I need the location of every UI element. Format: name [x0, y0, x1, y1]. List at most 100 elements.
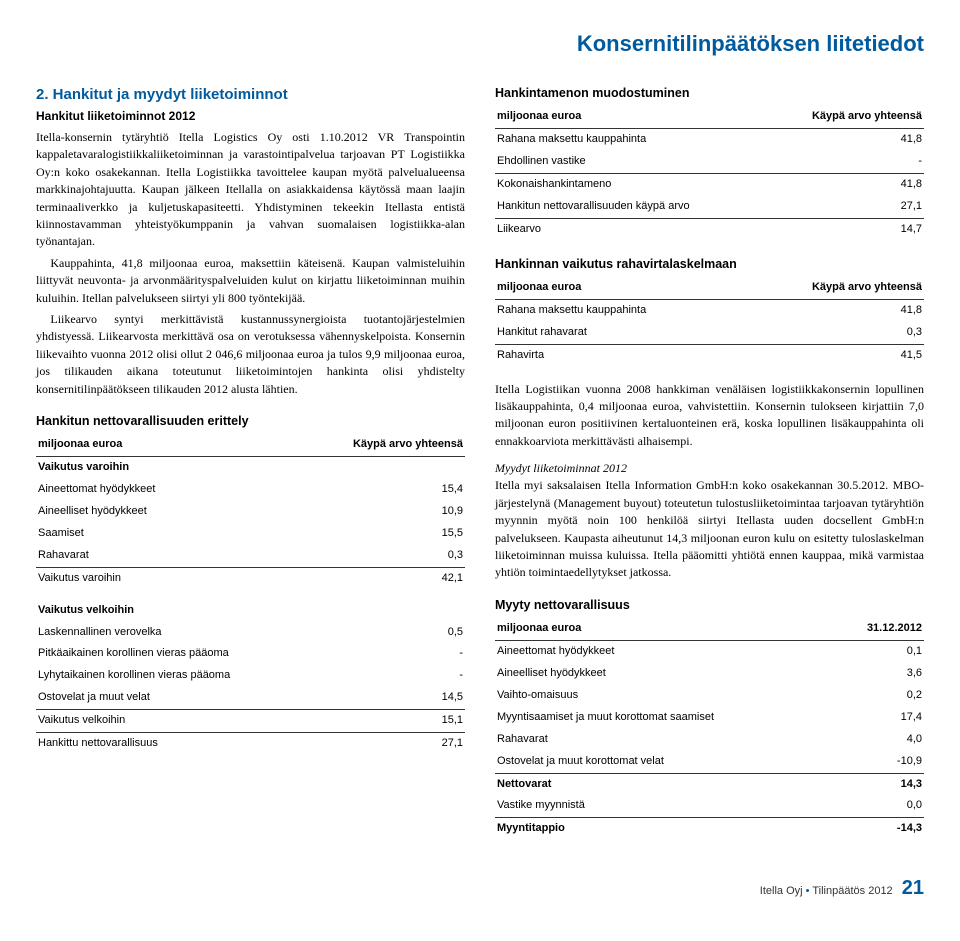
- row-label: Kokonaishankintameno: [495, 173, 767, 195]
- row-value: 10,9: [307, 501, 465, 523]
- row-label: Pitkäaikainen korollinen vieras pääoma: [36, 643, 307, 665]
- row-label: Rahana maksettu kauppahinta: [495, 128, 767, 150]
- row-label: Aineettomat hyödykkeet: [36, 479, 307, 501]
- table-row: Aineettomat hyödykkeet15,4: [36, 479, 465, 501]
- row-value: 17,4: [834, 707, 924, 729]
- row-label: Nettovarat: [495, 773, 834, 795]
- row-value: 0,1: [834, 640, 924, 662]
- row-label: Myyntisaamiset ja muut korottomat saamis…: [495, 707, 834, 729]
- row-label: Ostovelat ja muut velat: [36, 687, 307, 709]
- table-row: Rahavarat0,3: [36, 545, 465, 567]
- footer-separator: •: [806, 885, 810, 897]
- table-row: Nettovarat14,3: [495, 773, 924, 795]
- col-header: 31.12.2012: [834, 618, 924, 640]
- row-value: -14,3: [834, 818, 924, 840]
- row-label: Lyhytaikainen korollinen vieras pääoma: [36, 665, 307, 687]
- row-label: Ehdollinen vastike: [495, 151, 767, 173]
- sold-ops-heading: Myydyt liiketoiminnat 2012: [495, 461, 627, 475]
- table-row: Laskennallinen verovelka0,5: [36, 622, 465, 644]
- col-header: miljoonaa euroa: [495, 106, 767, 128]
- table-net-assets-breakdown: miljoonaa euroa Käypä arvo yhteensä Vaik…: [36, 434, 465, 755]
- body-text-right-2: Myydyt liiketoiminnat 2012 Itella myi sa…: [495, 460, 924, 582]
- row-value: 0,3: [741, 322, 924, 344]
- row-label: Vaikutus velkoihin: [36, 710, 307, 733]
- row-value: -: [307, 665, 465, 687]
- row-value: 27,1: [767, 196, 925, 218]
- row-label: Rahavirta: [495, 344, 741, 366]
- row-label: Myyntitappio: [495, 818, 834, 840]
- row-label: Hankitut rahavarat: [495, 322, 741, 344]
- table-row: Myyntitappio-14,3: [495, 818, 924, 840]
- row-value: 15,1: [307, 710, 465, 733]
- col-header: miljoonaa euroa: [36, 434, 307, 456]
- table-cashflow-effect: miljoonaa euroa Käypä arvo yhteensä Raha…: [495, 277, 924, 367]
- row-value: 14,5: [307, 687, 465, 709]
- row-label: Vastike myynnistä: [495, 795, 834, 817]
- row-group-label: Vaikutus varoihin: [36, 456, 465, 478]
- row-value: 4,0: [834, 729, 924, 751]
- row-value: -10,9: [834, 751, 924, 773]
- table-row: Pitkäaikainen korollinen vieras pääoma-: [36, 643, 465, 665]
- table-row: Hankitut rahavarat0,3: [495, 322, 924, 344]
- col-header: Käypä arvo yhteensä: [307, 434, 465, 456]
- col-header: miljoonaa euroa: [495, 277, 741, 299]
- paragraph-text: Itella myi saksalaisen Itella Informatio…: [495, 478, 924, 579]
- row-value: 0,2: [834, 685, 924, 707]
- row-label: Laskennallinen verovelka: [36, 622, 307, 644]
- row-value: 3,6: [834, 663, 924, 685]
- row-label: Liikearvo: [495, 218, 767, 240]
- table-row: Hankitun nettovarallisuuden käypä arvo27…: [495, 196, 924, 218]
- row-value: 41,8: [767, 128, 925, 150]
- table-heading: Hankinnan vaikutus rahavirtalaskelmaan: [495, 255, 924, 273]
- row-value: 41,8: [767, 173, 925, 195]
- paragraph: Liikearvo syntyi merkittävistä kustannus…: [36, 311, 465, 398]
- table-row: Liikearvo14,7: [495, 218, 924, 240]
- section-heading: 2. Hankitut ja myydyt liiketoiminnot: [36, 84, 465, 106]
- row-value: -: [767, 151, 925, 173]
- table-row: Aineelliset hyödykkeet3,6: [495, 663, 924, 685]
- table-row: Myyntisaamiset ja muut korottomat saamis…: [495, 707, 924, 729]
- row-label: Aineettomat hyödykkeet: [495, 640, 834, 662]
- row-label: Rahavarat: [36, 545, 307, 567]
- paragraph: Myydyt liiketoiminnat 2012 Itella myi sa…: [495, 460, 924, 582]
- table-row: Lyhytaikainen korollinen vieras pääoma-: [36, 665, 465, 687]
- row-value: 41,5: [741, 344, 924, 366]
- table-row: Kokonaishankintameno41,8: [495, 173, 924, 195]
- table-row: Ostovelat ja muut velat14,5: [36, 687, 465, 709]
- row-label: Hankittu nettovarallisuus: [36, 733, 307, 755]
- section-subhead: Hankitut liiketoiminnot 2012: [36, 108, 465, 125]
- paragraph: Itella Logistiikan vuonna 2008 hankkiman…: [495, 381, 924, 451]
- table-row: Aineelliset hyödykkeet10,9: [36, 501, 465, 523]
- table-heading: Myyty nettovarallisuus: [495, 596, 924, 614]
- table-row: Ostovelat ja muut korottomat velat-10,9: [495, 751, 924, 773]
- table-row: Saamiset15,5: [36, 523, 465, 545]
- footer-company: Itella Oyj: [760, 885, 803, 897]
- row-value: 0,3: [307, 545, 465, 567]
- row-value: 14,7: [767, 218, 925, 240]
- row-value: 27,1: [307, 733, 465, 755]
- body-text-right-1: Itella Logistiikan vuonna 2008 hankkiman…: [495, 381, 924, 451]
- footer-docname: Tilinpäätös 2012: [812, 885, 892, 897]
- left-column: 2. Hankitut ja myydyt liiketoiminnot Han…: [36, 84, 465, 854]
- right-column: Hankintamenon muodostuminen miljoonaa eu…: [495, 84, 924, 854]
- col-header: Käypä arvo yhteensä: [741, 277, 924, 299]
- page-title: Konsernitilinpäätöksen liitetiedot: [36, 28, 924, 60]
- table-acquisition-cost: miljoonaa euroa Käypä arvo yhteensä Raha…: [495, 106, 924, 241]
- table-row: Hankittu nettovarallisuus27,1: [36, 733, 465, 755]
- row-label: Rahavarat: [495, 729, 834, 751]
- col-header: miljoonaa euroa: [495, 618, 834, 640]
- row-label: Aineelliset hyödykkeet: [36, 501, 307, 523]
- table-row: Aineettomat hyödykkeet0,1: [495, 640, 924, 662]
- row-value: 15,5: [307, 523, 465, 545]
- page-number: 21: [902, 877, 924, 899]
- row-label: Vaihto-omaisuus: [495, 685, 834, 707]
- page-footer: Itella Oyj • Tilinpäätös 2012 21: [36, 874, 924, 903]
- row-value: 42,1: [307, 567, 465, 589]
- row-label: Aineelliset hyödykkeet: [495, 663, 834, 685]
- col-header: Käypä arvo yhteensä: [767, 106, 925, 128]
- row-label: Ostovelat ja muut korottomat velat: [495, 751, 834, 773]
- table-heading: Hankitun nettovarallisuuden erittely: [36, 412, 465, 430]
- row-label: Vaikutus varoihin: [36, 567, 307, 589]
- row-label: Hankitun nettovarallisuuden käypä arvo: [495, 196, 767, 218]
- row-value: -: [307, 643, 465, 665]
